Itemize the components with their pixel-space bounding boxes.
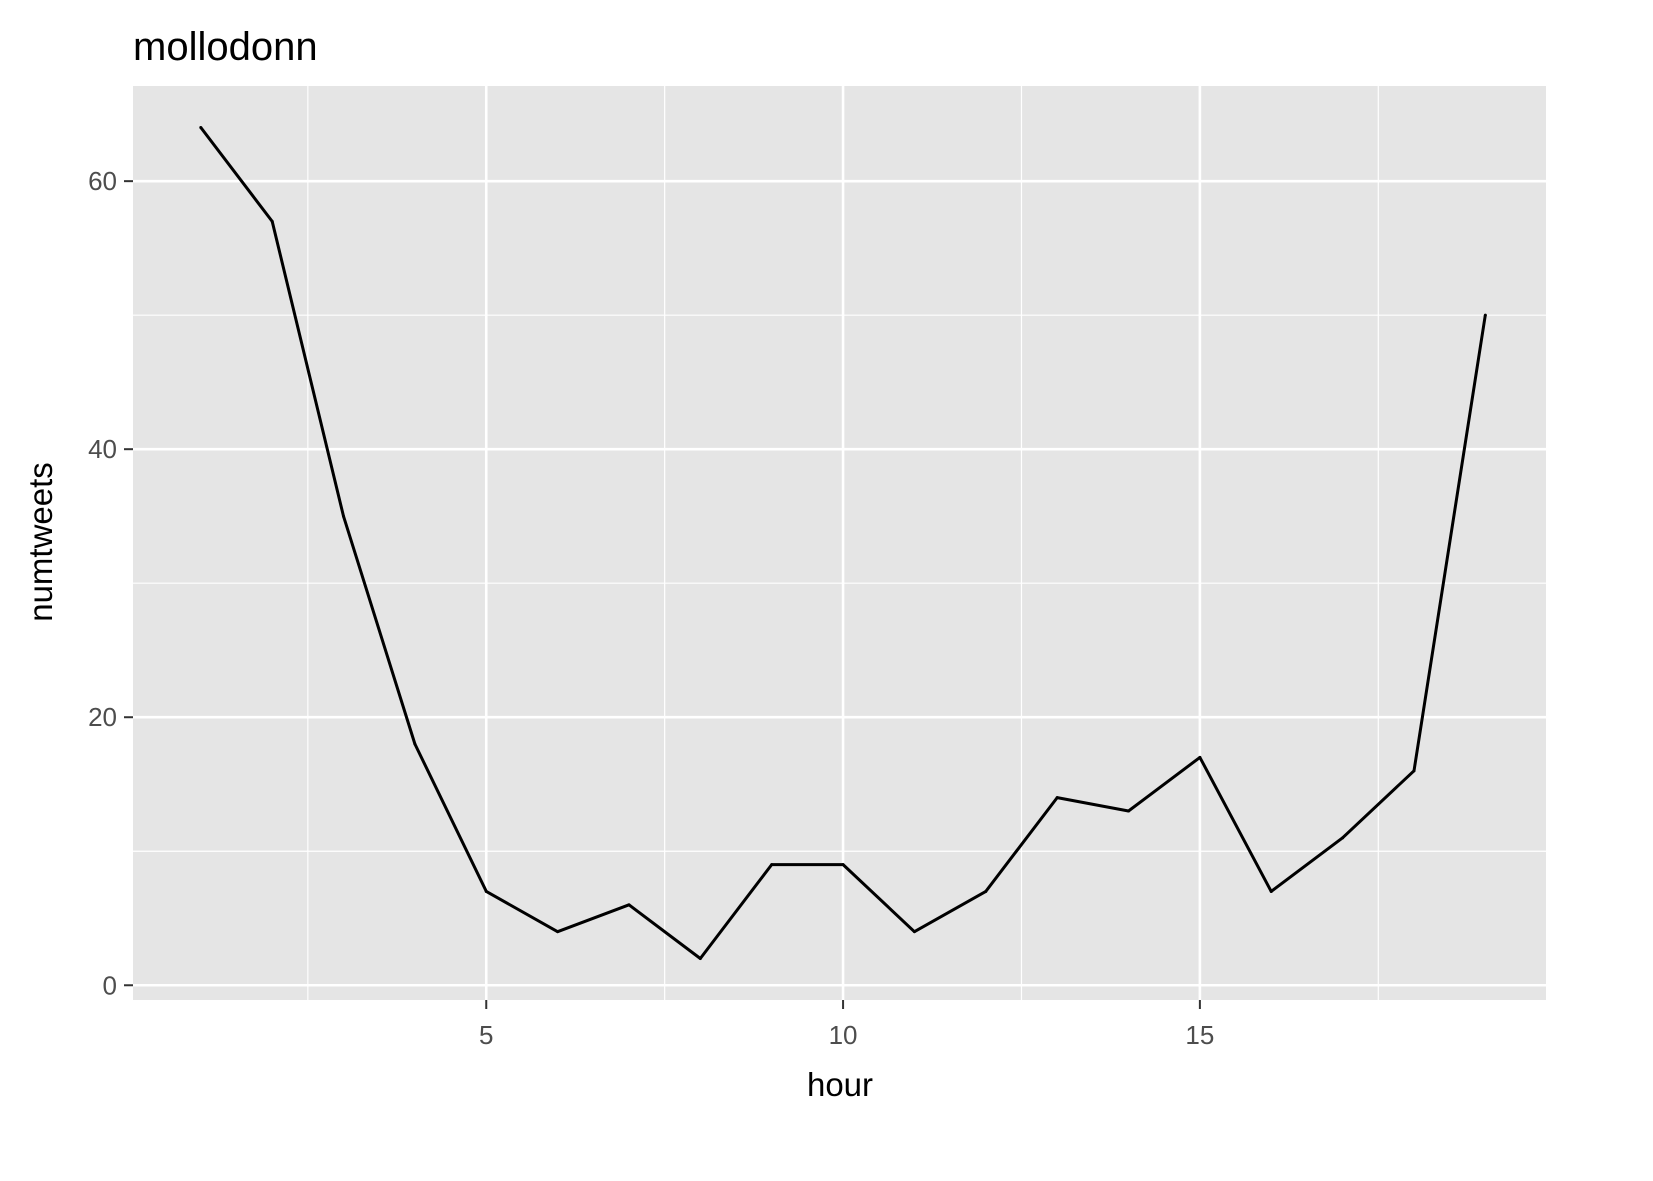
series-layer bbox=[199, 126, 1487, 960]
major-gridlines bbox=[133, 86, 1546, 1000]
minor-gridlines bbox=[133, 86, 1546, 1000]
x-tick-label: 10 bbox=[829, 1020, 858, 1050]
plot-panel bbox=[133, 86, 1546, 1000]
y-tick-label: 20 bbox=[88, 702, 117, 732]
data-point bbox=[199, 126, 203, 130]
x-axis: 5 10 15 bbox=[479, 1000, 1214, 1050]
data-point bbox=[1341, 836, 1345, 840]
data-point bbox=[984, 889, 988, 893]
y-tick-label: 40 bbox=[88, 434, 117, 464]
data-point bbox=[1127, 809, 1131, 813]
y-axis: 0 20 40 60 bbox=[88, 166, 133, 1000]
data-point bbox=[698, 956, 702, 960]
y-tick-label: 60 bbox=[88, 166, 117, 196]
data-point bbox=[841, 863, 845, 867]
data-point bbox=[413, 742, 417, 746]
data-point bbox=[1269, 889, 1273, 893]
x-tick-label: 5 bbox=[479, 1020, 493, 1050]
x-axis-title: hour bbox=[807, 1066, 873, 1103]
data-point bbox=[770, 863, 774, 867]
data-point bbox=[342, 514, 346, 518]
data-point bbox=[912, 930, 916, 934]
data-point bbox=[627, 903, 631, 907]
line-chart: mollodonn 5 10 15 0 20 40 60 hour numtweets bbox=[22, 25, 1546, 1103]
x-tick-label: 15 bbox=[1185, 1020, 1214, 1050]
y-tick-label: 0 bbox=[103, 970, 117, 1000]
data-point bbox=[1055, 796, 1059, 800]
data-point bbox=[484, 889, 488, 893]
data-point bbox=[556, 930, 560, 934]
y-axis-title: numtweets bbox=[22, 462, 59, 622]
data-point bbox=[1198, 755, 1202, 759]
chart-title: mollodonn bbox=[133, 25, 318, 69]
data-point bbox=[1483, 313, 1487, 317]
data-point bbox=[270, 219, 274, 223]
data-point bbox=[1412, 769, 1416, 773]
